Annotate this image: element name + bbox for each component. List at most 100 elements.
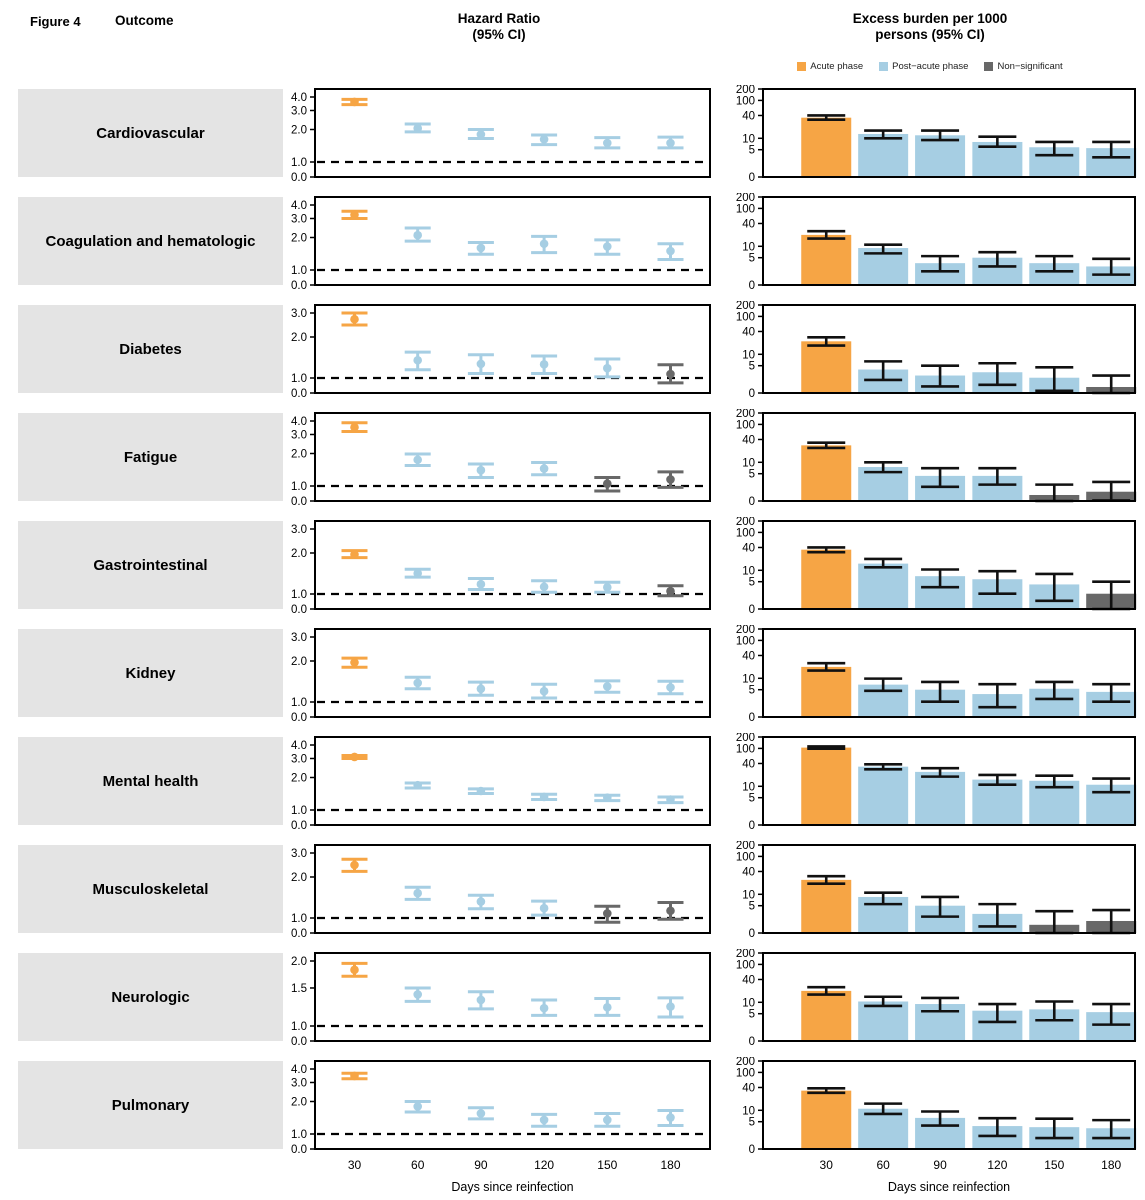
hazard-ratio-panel: 0.0 1.0 2.0 3.0	[283, 517, 715, 625]
tick-label: 10	[742, 781, 755, 793]
hr-point-ci	[341, 97, 368, 107]
tick-label: 5	[749, 253, 755, 265]
tick-label: 200	[736, 517, 755, 528]
hr-point-ci	[531, 579, 558, 594]
tick-label: 200	[736, 301, 755, 312]
hr-point-ci	[341, 961, 368, 978]
legend-item-post: Post−acute phase	[879, 61, 968, 72]
hr-point-ci	[341, 656, 368, 669]
hr-point-ci	[594, 136, 621, 150]
tick-label: 4.0	[291, 200, 307, 212]
burden-error-bar	[864, 243, 903, 255]
burden-error-bar	[807, 114, 846, 121]
tick-label: 3.0	[291, 632, 307, 644]
tick-label: 200	[736, 85, 755, 96]
hazard-header-line1: Hazard Ratio	[457, 11, 541, 26]
tick-label: 10	[742, 565, 755, 577]
burden-error-bar	[978, 250, 1017, 268]
legend-swatch-acute	[797, 62, 807, 71]
tick-label: 0.0	[291, 820, 307, 832]
tick-label: 10	[742, 997, 755, 1009]
hr-point-ci	[594, 580, 621, 594]
tick-label: 40	[742, 1082, 755, 1094]
burden-error-bar	[807, 441, 846, 450]
burden-bar	[915, 135, 966, 177]
legend-label: Acute phase	[810, 61, 864, 72]
burden-header-line1: Excess burden per 1000	[852, 11, 1008, 26]
outcome-label: Pulmonary	[18, 1061, 283, 1149]
hr-point-ci	[404, 986, 431, 1003]
hr-point-ci	[404, 567, 431, 579]
hr-point-ci	[657, 135, 684, 150]
tick-label: 100	[736, 851, 755, 863]
outcome-row: Diabetes 0.0 1.0 2.0 3.0 0 5 10 40 100 200	[0, 301, 1145, 409]
burden-bar	[858, 766, 909, 825]
tick-label: 100	[736, 743, 755, 755]
hr-point-ci	[657, 996, 684, 1019]
tick-label: 0	[749, 1036, 755, 1048]
burden-error-bar	[978, 466, 1017, 486]
burden-bar	[801, 341, 852, 393]
tick-label: 3.0	[291, 213, 307, 225]
tick-label: 5	[749, 1117, 755, 1129]
burden-bar	[801, 666, 852, 717]
burden-bar	[858, 369, 909, 393]
hazard-ratio-panel: 0.0 1.0 2.0 3.0 4.0	[283, 409, 715, 517]
burden-bar	[801, 990, 852, 1041]
tick-label: 3.0	[291, 848, 307, 860]
burden-bar	[972, 779, 1023, 825]
outcome-label: Mental health	[18, 737, 283, 825]
tick-label: 1.0	[291, 373, 307, 385]
tick-label: 3.0	[291, 308, 307, 320]
burden-bar	[972, 1126, 1023, 1149]
burden-bar	[801, 117, 852, 177]
tick-label: 2.0	[291, 125, 307, 137]
outcome-label: Fatigue	[18, 413, 283, 501]
burden-error-bar	[807, 745, 846, 751]
outcome-row: Neurologic 0.0 1.0 1.5 2.0 0 5 10 40 100 200	[0, 949, 1145, 1057]
burden-error-bar	[921, 1110, 960, 1127]
hr-point-ci	[531, 234, 558, 255]
tick-label: 0	[749, 172, 755, 184]
burden-error-bar	[1035, 1000, 1074, 1022]
tick-label: 180	[660, 1158, 680, 1172]
burden-error-bar	[978, 569, 1017, 596]
burden-error-bar	[864, 995, 903, 1008]
burden-error-bar	[978, 1116, 1017, 1138]
burden-error-bar	[1035, 366, 1074, 393]
hazard-header-line2: (95% CI)	[472, 27, 526, 42]
hr-point-ci	[657, 900, 684, 921]
rows-container: Cardiovascular 0.0 1.0 2.0 3.0 4.0 0 5 10 40 100 20…	[0, 85, 1145, 1200]
hr-point-ci	[467, 680, 494, 697]
legend-item-ns: Non−significant	[984, 61, 1063, 72]
hr-point-ci	[531, 354, 558, 375]
burden-bar	[858, 1001, 909, 1041]
tick-label: 30	[820, 1158, 834, 1172]
legend-item-acute: Acute phase	[797, 61, 863, 72]
tick-label: 10	[742, 349, 755, 361]
burden-error-bar	[1092, 257, 1131, 276]
tick-label: 200	[736, 949, 755, 960]
tick-label: 2.0	[291, 1097, 307, 1109]
burden-bar	[1029, 263, 1080, 285]
tick-label: 5	[749, 1009, 755, 1021]
tick-label: 200	[736, 841, 755, 852]
hr-point-ci	[467, 462, 494, 479]
tick-label: 4.0	[291, 740, 307, 752]
tick-label: 1.0	[291, 589, 307, 601]
tick-label: 10	[742, 457, 755, 469]
hr-point-ci	[531, 682, 558, 700]
hazard-ratio-chart: 0.0 1.0 2.0 3.0	[291, 628, 711, 724]
tick-label: 0	[749, 388, 755, 400]
burden-error-bar	[1035, 254, 1074, 273]
hazard-ratio-panel: 0.0 1.0 2.0 3.0	[283, 841, 715, 949]
burden-error-bar	[1092, 140, 1131, 159]
tick-label: 1.0	[291, 265, 307, 277]
excess-burden-panel: 0 5 10 40 100 200	[715, 625, 1145, 733]
outcome-row: Pulmonary 0.0 1.0 2.0 3.0 4.0 30 60 90 120 150 180 D…	[0, 1057, 1145, 1200]
legend-label: Non−significant	[997, 61, 1063, 72]
tick-label: 1.0	[291, 1021, 307, 1033]
burden-error-bar	[807, 661, 846, 672]
